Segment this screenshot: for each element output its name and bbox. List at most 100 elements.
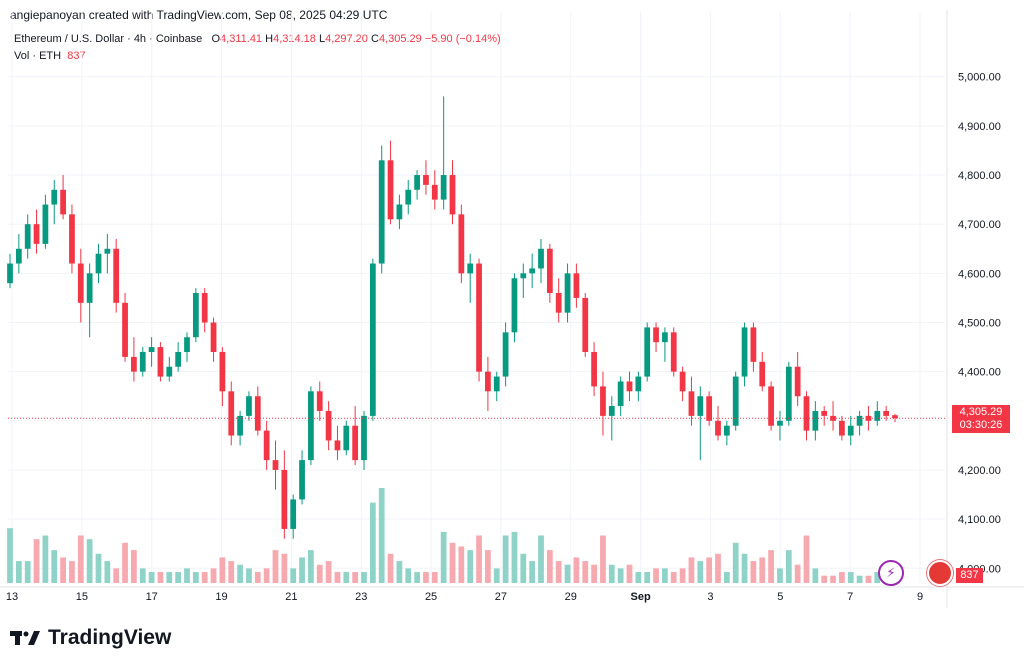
candle-body [60,189,66,215]
candle-body [77,263,84,303]
candle-body [157,347,164,377]
volume-bar [785,550,792,583]
y-tick-label: 4,100.00 [958,514,1001,526]
last-price-tag: 4,305.29 03:30:26 [952,405,1010,433]
volume-bar [113,568,120,583]
volume-bar [431,572,438,583]
candle-body [175,351,182,367]
candle-body [299,460,305,500]
candle-body [254,396,261,431]
volume-bar [325,561,332,583]
candle-body [511,278,518,333]
volume-bar [77,535,84,583]
candle-body [732,376,739,426]
volume-bar [458,546,465,583]
candle-body [608,406,615,416]
candle-body [95,253,102,274]
volume-bar [688,557,695,583]
y-tick-label: 4,800.00 [958,170,1001,182]
volume-bar [600,535,606,583]
candle-body [440,175,447,200]
volume-bar [520,553,527,583]
volume-bar [865,575,872,583]
volume-bar [157,572,164,583]
candle-body [237,415,243,436]
candle-body [414,175,420,190]
candle-body [777,420,783,426]
volume-legend: Vol · ETH 837 [14,50,86,62]
volume-bar [874,572,881,583]
candle-body [113,248,120,303]
high-label: H [265,33,274,45]
candle-body [883,410,890,416]
volume-bar [148,572,155,583]
volume-bar [821,575,828,583]
candle-body [706,396,713,421]
volume-bar [449,542,456,583]
candle-body [42,204,49,244]
volume-bar [378,488,385,583]
x-tick-label: 21 [285,591,297,603]
candle-body [228,391,235,436]
volume-bar [608,564,615,583]
volume-bar [591,564,597,583]
candle-body [201,293,208,323]
volume-bar [139,568,146,583]
volume-bar [316,564,323,583]
candle-body [272,460,279,470]
volume-bar [582,561,589,583]
candle-body [635,376,642,392]
x-tick-label: 23 [355,591,367,603]
volume-bar [670,572,677,583]
candle-body [785,366,792,421]
volume-bar [263,568,270,583]
candle-body [794,366,801,397]
candle-body [723,425,730,436]
volume-bar [387,553,394,583]
candle-body [803,396,810,431]
us-flag-icon[interactable] [927,560,953,586]
volume-value: 837 [67,50,86,62]
candle-body [290,499,297,529]
volume-bar [856,575,863,583]
volume-bar [246,568,252,583]
x-tick-label: 17 [146,591,158,603]
volume-bar [86,539,93,583]
candle-body [343,425,350,451]
x-tick-label: 27 [495,591,507,603]
candle-body [555,293,562,313]
candle-body [856,415,863,426]
candle-body [617,381,624,407]
volume-bar [166,572,173,583]
y-tick-label: 4,200.00 [958,465,1001,477]
y-tick-label: 4,500.00 [958,318,1001,330]
x-tick-label: 15 [76,591,88,603]
volume-bar [184,568,190,583]
volume-bar [414,572,420,583]
volume-bar [175,572,182,583]
volume-bar [290,568,297,583]
volume-bar [697,561,704,583]
lightning-badge-icon[interactable]: ⚡ [878,560,904,586]
candle-body [847,425,854,436]
volume-bar [644,572,651,583]
candle-body [715,420,721,436]
candle-body [697,396,704,416]
volume-bar [352,572,359,583]
candle-body [184,337,190,352]
candle-body [750,327,757,362]
candle-body [626,381,633,392]
x-tick-label: 9 [917,591,923,603]
open-value: 4,311.41 [220,33,263,45]
symbol-label[interactable]: Ethereum / U.S. Dollar · 4h · Coinbase [14,33,203,45]
candle-body [476,263,482,372]
volume-bar [254,572,261,583]
volume-bar [396,561,403,583]
candle-body [104,248,111,254]
creator-line: angiepanoyan created with TradingView.co… [10,8,388,22]
volume-label[interactable]: Vol · ETH [14,50,62,62]
volume-bar [732,542,739,583]
candle-body [600,386,606,416]
candle-body [369,263,376,416]
